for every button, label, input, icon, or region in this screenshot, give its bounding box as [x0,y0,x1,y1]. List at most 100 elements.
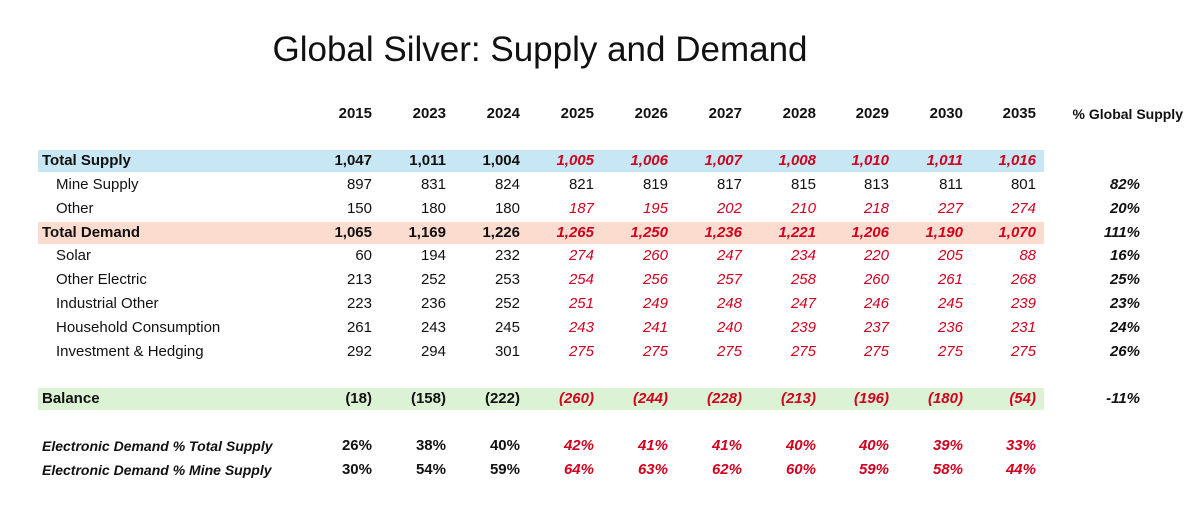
value-cell: 824 [494,176,520,193]
value-cell: 252 [420,271,446,288]
value-cell: 150 [346,200,372,217]
value-cell: 261 [346,319,372,336]
value-cell: 236 [420,295,446,312]
value-cell: 253 [494,271,520,288]
year-header: 2024 [486,105,520,122]
pct-global-supply-header: % Global Supply [1072,106,1183,122]
row-band [38,388,1044,410]
row-band [38,150,1044,172]
row-label: Electronic Demand % Mine Supply [42,462,272,478]
value-cell: 232 [494,247,520,264]
value-cell: (213) [780,390,816,407]
value-cell: 1,010 [851,152,889,169]
value-cell: 180 [420,200,446,217]
row-label: Solar [56,247,92,264]
value-cell: 275 [863,343,889,360]
value-cell: 1,236 [704,224,742,241]
row-label: Mine Supply [56,176,139,193]
table-header: 2015 2023 2024 2025 2026 2027 2028 2029 2030 2035… [0,103,1200,125]
value-cell: 275 [642,343,668,360]
year-header: 2030 [929,105,963,122]
value-cell: 234 [790,247,816,264]
value-cell: 59% [489,461,520,478]
value-cell: 241 [642,319,668,336]
value-cell: 62% [711,461,742,478]
value-cell: 1,005 [556,152,594,169]
value-cell: 252 [494,295,520,312]
value-cell: 245 [937,295,963,312]
value-cell: 239 [1010,295,1036,312]
value-cell: 40% [858,437,889,454]
row-label: Total Supply [42,152,131,169]
value-cell: 64% [563,461,594,478]
value-cell: 202 [716,200,742,217]
pct-global-supply-cell: 111% [1103,224,1140,241]
value-cell: 44% [1005,461,1036,478]
value-cell: 1,016 [998,152,1036,169]
value-cell: 294 [420,343,446,360]
value-cell: 813 [863,176,889,193]
value-cell: 811 [939,176,963,193]
pct-global-supply-cell: 82% [1109,176,1140,193]
value-cell: 236 [937,319,963,336]
pct-global-supply-cell: 23% [1109,295,1140,312]
value-cell: 239 [790,319,816,336]
pct-global-supply-cell: 24% [1109,319,1140,336]
year-header: 2027 [708,105,742,122]
page-title: Global Silver: Supply and Demand [272,30,808,69]
value-cell: 26% [341,437,372,454]
pct-global-supply-cell: 25% [1109,271,1140,288]
value-cell: 251 [568,295,594,312]
value-cell: 292 [346,343,372,360]
value-cell: 1,226 [482,224,520,241]
value-cell: 275 [1010,343,1036,360]
value-cell: 1,004 [482,152,520,169]
value-cell: 1,065 [334,224,372,241]
value-cell: 1,008 [778,152,816,169]
value-cell: 243 [420,319,446,336]
value-cell: 247 [790,295,816,312]
value-cell: 223 [346,295,372,312]
table-row: Industrial Other 223 236 252 251 249 248 247 246… [0,293,1200,315]
value-cell: (54) [1009,390,1036,407]
value-cell: 205 [937,247,963,264]
value-cell: 243 [568,319,594,336]
value-cell: 274 [1010,200,1036,217]
value-cell: 247 [716,247,742,264]
value-cell: 213 [346,271,372,288]
value-cell: 194 [420,247,446,264]
year-header: 2035 [1002,105,1036,122]
table-row: Other 150 180 180 187 195 202 210 218 227 274 20% [0,198,1200,220]
value-cell: 256 [642,271,668,288]
value-cell: 210 [790,200,816,217]
value-cell: (180) [927,390,963,407]
value-cell: 1,206 [851,224,889,241]
value-cell: 40% [489,437,520,454]
value-cell: 261 [937,271,963,288]
value-cell: (196) [853,390,889,407]
value-cell: 33% [1005,437,1036,454]
value-cell: 274 [568,247,594,264]
table-row: Electronic Demand % Mine Supply 30% 54% 59%… [0,459,1200,481]
value-cell: 260 [863,271,889,288]
value-cell: 60 [355,247,372,264]
year-header: 2015 [338,105,372,122]
value-cell: 1,169 [408,224,446,241]
value-cell: 258 [790,271,816,288]
table-row: Total Demand 1,065 1,169 1,226 1,265 1,250 1,2… [0,222,1200,244]
value-cell: 220 [863,247,889,264]
pct-global-supply-cell: -11% [1106,390,1140,407]
value-cell: 58% [932,461,963,478]
value-cell: (244) [632,390,668,407]
value-cell: 40% [785,437,816,454]
table-row: Total Supply 1,047 1,011 1,004 1,005 1,006 1,0… [0,150,1200,172]
value-cell: 88 [1019,247,1036,264]
value-cell: 831 [420,176,446,193]
pct-global-supply-cell: 20% [1109,200,1140,217]
value-cell: 240 [716,319,742,336]
row-label: Other [56,200,94,217]
row-label: Total Demand [42,224,141,241]
row-label: Electronic Demand % Total Supply [42,438,273,454]
value-cell: 231 [1010,319,1036,336]
value-cell: 187 [568,200,594,217]
